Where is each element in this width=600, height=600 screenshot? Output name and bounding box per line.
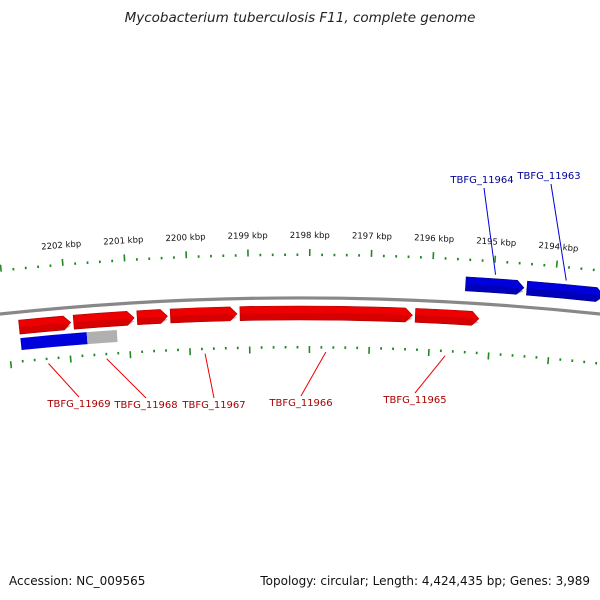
backbone-arc [0, 296, 600, 316]
major-tick [69, 355, 72, 363]
gene-labels: TBFG_11964 TBFG_11963 TBFG_11969 TBFG_11968… [46, 171, 580, 411]
major-tick [61, 258, 64, 266]
major-tick [555, 260, 559, 268]
gene-arrow[interactable] [18, 315, 72, 335]
grey-feature [86, 330, 118, 345]
gene-label: TBFG_11966 [268, 398, 332, 409]
forward-genes[interactable] [465, 276, 600, 306]
scale-label: 2202 kbp [41, 239, 82, 252]
scale-label: 2201 kbp [103, 235, 144, 247]
gene-label: TBFG_11968 [113, 400, 177, 411]
scale-label: 2195 kbp [476, 236, 517, 249]
gene-label: TBFG_11965 [382, 395, 446, 406]
inner-tick-ring [9, 346, 598, 369]
genome-backbone [0, 296, 600, 316]
gene-label: TBFG_11963 [516, 171, 580, 182]
gene-arrow[interactable] [414, 308, 480, 326]
blue-feature [20, 332, 88, 351]
scale-label: 2196 kbp [414, 233, 454, 245]
gene-arrow[interactable] [136, 309, 168, 326]
gene-arrow[interactable] [169, 306, 238, 324]
outer-tick-ring [0, 249, 595, 272]
genome-summary-text: Topology: circular; Length: 4,424,435 bp… [260, 574, 590, 588]
scale-label: 2198 kbp [290, 231, 330, 241]
major-tick [9, 361, 13, 369]
gene-arrow[interactable] [465, 276, 525, 295]
gene-arrow[interactable] [72, 311, 135, 330]
major-tick [0, 264, 2, 272]
gene-arrow[interactable] [239, 305, 413, 323]
map-title: Mycobacterium tuberculosis F11, complete… [124, 10, 476, 26]
gene-label: TBFG_11967 [181, 400, 245, 411]
accession-text: Accession: NC_009565 [9, 574, 146, 588]
scale-label: 2194 kbp [538, 241, 579, 255]
reverse-genes[interactable] [18, 305, 480, 335]
scale-label: 2199 kbp [228, 231, 268, 242]
scale-label: 2197 kbp [352, 231, 392, 242]
scale-label: 2200 kbp [165, 232, 205, 244]
gene-arrow[interactable] [526, 280, 600, 302]
inner-features [20, 330, 118, 351]
major-tick [547, 357, 550, 365]
gene-label: TBFG_11964 [449, 175, 513, 186]
gene-label: TBFG_11969 [46, 399, 110, 410]
scale-labels: 2202 kbp 2201 kbp 2200 kbp 2199 kbp 2198 kbp… [41, 231, 579, 254]
